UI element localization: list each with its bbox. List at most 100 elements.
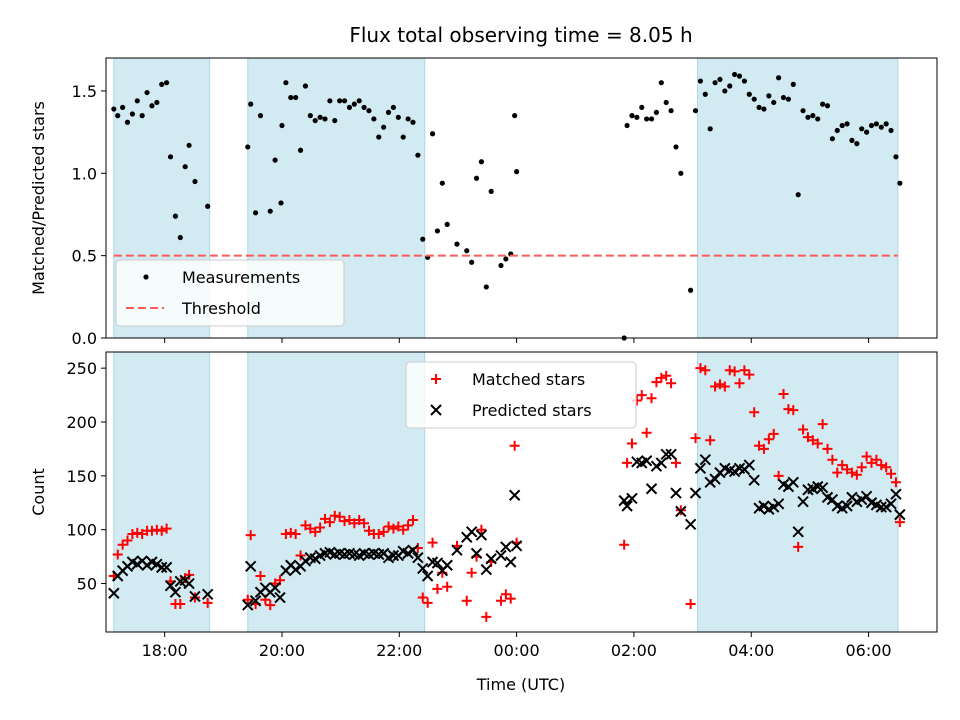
matched-point: [132, 527, 143, 538]
predicted-point: [885, 498, 897, 510]
matched-point: [151, 524, 162, 535]
measurement-point: [434, 228, 441, 234]
measurement-point: [878, 124, 884, 130]
measurement-point: [469, 259, 475, 265]
measurement-point: [864, 129, 870, 135]
y-tick-label: 0.0: [72, 329, 97, 348]
measurement-point: [111, 106, 117, 112]
measurement-point: [312, 117, 318, 124]
predicted-point: [242, 599, 254, 611]
predicted-point: [189, 590, 201, 603]
predicted-point: [670, 487, 682, 499]
predicted-point: [309, 553, 321, 565]
matched-point: [626, 438, 637, 449]
legend-label: Matched stars: [472, 370, 585, 389]
measurement-point: [805, 114, 811, 120]
predicted-point: [485, 553, 497, 565]
predicted-point: [299, 555, 312, 567]
measurement-point: [727, 83, 733, 89]
measurement-point: [800, 108, 806, 114]
y-tick-label: 150: [66, 467, 97, 486]
predicted-point: [841, 500, 853, 512]
measurement-point: [893, 154, 899, 160]
matched-point: [245, 530, 256, 541]
measurement-point: [702, 91, 708, 97]
matched-point: [495, 595, 506, 606]
measurement-point: [317, 114, 323, 120]
matched-point: [871, 454, 882, 465]
predicted-point: [470, 547, 483, 560]
measurement-point: [144, 89, 150, 96]
measurement-point: [293, 94, 299, 101]
measurement-point: [736, 73, 743, 79]
predicted-point: [249, 595, 262, 607]
matched-point: [749, 407, 760, 418]
predicted-point: [431, 557, 444, 569]
matched-point: [432, 583, 443, 594]
measurement-point: [751, 96, 757, 102]
predicted-point: [160, 561, 173, 574]
predicted-point: [660, 448, 672, 461]
y-tick-label: 200: [66, 413, 97, 432]
matched-point: [242, 594, 253, 605]
measurement-point: [673, 144, 679, 150]
predicted-point: [626, 492, 638, 505]
count-panel: 50 100 150 200 250 18:00 20:00 22:00 00:00 02:00 0…: [29, 351, 938, 660]
matched-point: [856, 462, 867, 473]
measurement-point: [859, 126, 865, 132]
matched-point: [505, 593, 516, 604]
measurement-point: [503, 256, 509, 262]
matched-point: [851, 469, 862, 480]
matched-point: [403, 520, 414, 531]
measurement-point: [678, 170, 684, 176]
matched-point: [656, 372, 667, 383]
measurement-point: [154, 99, 160, 106]
legend: Matched stars Predicted stars: [405, 361, 637, 429]
matched-point: [827, 454, 838, 465]
measurement-point: [897, 180, 903, 186]
matched-point: [788, 405, 799, 416]
measurement-point: [167, 154, 174, 160]
predicted-point: [244, 560, 257, 573]
predicted-point: [451, 544, 463, 556]
measurement-point: [381, 124, 387, 130]
x-tick-label: 02:00: [611, 641, 657, 660]
x-tick-label: 18:00: [142, 641, 188, 660]
measurement-point: [346, 104, 353, 111]
measurement-point: [854, 141, 860, 147]
predicted-point: [274, 591, 286, 604]
predicted-point: [684, 518, 697, 531]
matched-point: [685, 599, 696, 609]
matched-point: [127, 529, 138, 539]
measurement-point: [115, 113, 121, 119]
matched-point: [646, 393, 657, 404]
measurement-point: [351, 101, 357, 107]
matched-point: [886, 468, 897, 479]
matched-point: [122, 535, 133, 546]
measurement-point: [366, 108, 372, 114]
predicted-point: [475, 529, 488, 541]
measurement-point: [302, 83, 309, 89]
x-tick-label: 00:00: [494, 641, 540, 660]
measurement-point: [124, 119, 131, 125]
measurement-point: [327, 98, 333, 104]
legend-matched-swatch: [431, 374, 441, 384]
measurement-point: [307, 113, 313, 119]
measurement-point: [780, 94, 787, 101]
y-tick-label: 0.5: [72, 247, 97, 266]
matched-point: [890, 477, 901, 488]
matched-point: [690, 433, 701, 444]
matched-point: [861, 451, 872, 462]
measurement-point: [746, 91, 752, 97]
y-tick-label: 100: [66, 521, 97, 540]
matched-point: [290, 529, 301, 539]
matched-point: [161, 523, 172, 534]
measurement-point: [332, 117, 338, 124]
predicted-point: [500, 541, 512, 553]
measurement-point: [514, 169, 520, 175]
predicted-point: [480, 563, 493, 576]
axes-frame: [105, 57, 938, 339]
matched-point: [329, 510, 340, 521]
matched-point: [783, 404, 794, 415]
measurement-point: [283, 80, 289, 86]
